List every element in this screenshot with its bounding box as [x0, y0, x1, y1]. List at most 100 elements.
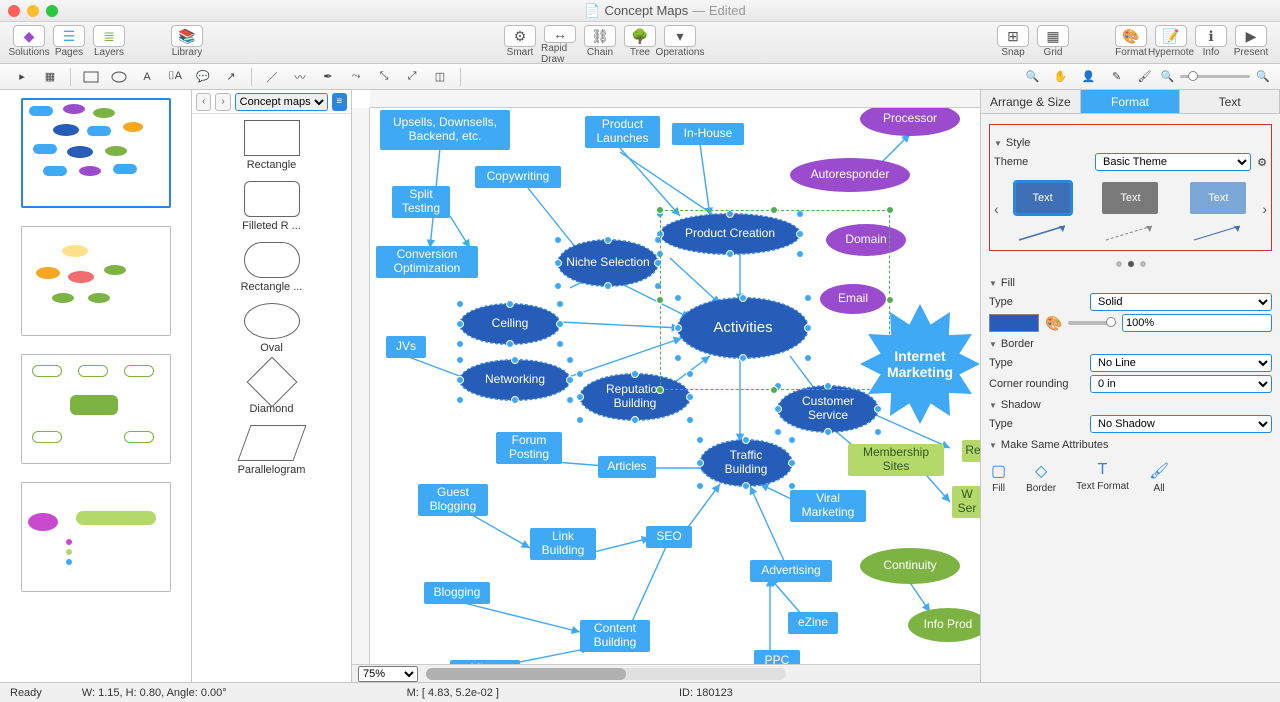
theme-swatch-1[interactable]: Text — [1015, 182, 1071, 214]
zoom-select[interactable]: 75% — [358, 666, 418, 682]
curve-tool-icon[interactable]: 〰 — [288, 67, 312, 87]
node-ppc[interactable]: PPC — [754, 650, 800, 664]
tab-format[interactable]: Format — [1081, 90, 1181, 113]
node-guest-blogging[interactable]: Guest Blogging — [418, 484, 488, 516]
shadow-type-select[interactable]: No Shadow — [1090, 415, 1272, 433]
node-reputation-building[interactable]: Reputation Building — [580, 374, 690, 420]
callout-tool-icon[interactable]: 💬 — [191, 67, 215, 87]
lib-item-oval[interactable]: Oval — [198, 303, 345, 354]
tab-text[interactable]: Text — [1180, 90, 1280, 113]
node-ceiling[interactable]: Ceiling — [460, 304, 560, 344]
theme-select[interactable]: Basic Theme — [1095, 153, 1251, 171]
oval-tool-icon[interactable] — [107, 67, 131, 87]
node-continuity[interactable]: Continuity — [860, 548, 960, 584]
eyedropper-icon[interactable]: ✎ — [1105, 67, 1129, 87]
toolbar-format[interactable]: 🎨Format — [1112, 25, 1150, 61]
pointer-tool-icon[interactable]: ▸ — [10, 67, 34, 87]
node-in-house[interactable]: In-House — [672, 123, 744, 145]
corner-select[interactable]: 0 in — [1090, 375, 1272, 393]
node-niche-selection[interactable]: Niche Selection — [558, 240, 658, 286]
lib-item-rectangle-[interactable]: Rectangle ... — [198, 242, 345, 293]
node-info-prod[interactable]: Info Prod — [908, 608, 980, 642]
node-re[interactable]: Re — [962, 440, 980, 462]
toolbar-library[interactable]: 📚Library — [168, 25, 206, 61]
node-domain[interactable]: Domain — [826, 224, 906, 256]
color-wheel-icon[interactable]: 🎨 — [1045, 315, 1062, 332]
bezier-tool-icon[interactable]: ⤳ — [344, 67, 368, 87]
node-networking[interactable]: Networking — [460, 360, 570, 400]
h-scrollbar[interactable] — [426, 668, 786, 680]
text-tool-icon[interactable]: A — [135, 67, 159, 87]
toolbar-hypernote[interactable]: 📝Hypernote — [1152, 25, 1190, 61]
zoom-tool-icon[interactable]: 🔍 — [1021, 67, 1045, 87]
node-ezine[interactable]: eZine — [788, 612, 838, 634]
node-copywriting[interactable]: Copywriting — [475, 166, 561, 188]
node-internet-marketing[interactable]: Internet Marketing — [860, 304, 980, 424]
connector-tool-icon[interactable]: ⤡ — [372, 67, 396, 87]
zoom-icon[interactable] — [46, 5, 58, 17]
node-articles[interactable]: Articles — [598, 456, 656, 478]
node-link-building[interactable]: Link Building — [530, 528, 596, 560]
same-attr-border[interactable]: ◇Border — [1026, 461, 1056, 494]
theme-next-icon[interactable]: › — [1262, 201, 1267, 217]
lib-item-rectangle[interactable]: Rectangle — [198, 120, 345, 171]
node-product-launches[interactable]: Product Launches — [585, 116, 660, 148]
toolbar-solutions[interactable]: ◆Solutions — [10, 25, 48, 61]
node-forum-posting[interactable]: Forum Posting — [496, 432, 562, 464]
toolbar-snap[interactable]: ⊞Snap — [994, 25, 1032, 61]
page-thumb-1[interactable] — [21, 98, 171, 208]
lib-back-icon[interactable]: ‹ — [196, 93, 211, 111]
marquee-tool-icon[interactable]: ▦ — [38, 67, 62, 87]
gear-icon[interactable]: ⚙ — [1257, 156, 1267, 169]
node-content-building[interactable]: Content Building — [580, 620, 650, 652]
lib-item-diamond[interactable]: Diamond — [198, 364, 345, 415]
zoom-in-icon[interactable]: 🔍 — [1256, 70, 1270, 83]
zoom-slider[interactable]: 🔍 🔍 — [1161, 70, 1270, 83]
lib-item-parallelogram[interactable]: Parallelogram — [198, 425, 345, 476]
page-thumb-2[interactable] — [21, 226, 171, 336]
node-w-ser[interactable]: W Ser — [952, 486, 980, 518]
node-membership-sites[interactable]: Membership Sites — [848, 444, 944, 476]
node-jvs[interactable]: JVs — [386, 336, 426, 358]
arrow-tool-icon[interactable]: ↗ — [219, 67, 243, 87]
library-select[interactable]: Concept maps — [235, 93, 328, 111]
opacity-input[interactable] — [1122, 314, 1272, 332]
toolbar-rapid-draw[interactable]: ↔Rapid Draw — [541, 25, 579, 61]
fill-type-select[interactable]: Solid — [1090, 293, 1272, 311]
fill-color-swatch[interactable] — [989, 314, 1039, 332]
zoom-out-icon[interactable]: 🔍 — [1161, 70, 1175, 83]
toolbar-tree[interactable]: 🌳Tree — [621, 25, 659, 61]
node-product-creation[interactable]: Product Creation — [660, 214, 800, 254]
node-traffic-building[interactable]: Traffic Building — [700, 440, 792, 486]
node-processor[interactable]: Processor — [860, 108, 960, 136]
toolbar-pages[interactable]: ☰Pages — [50, 25, 88, 61]
node-conversion-optimization[interactable]: Conversion Optimization — [376, 246, 478, 278]
smart-connector-icon[interactable]: ⤢ — [400, 67, 424, 87]
toolbar-smart[interactable]: ⚙Smart — [501, 25, 539, 61]
theme-swatch-2[interactable]: Text — [1102, 182, 1158, 214]
node-seo[interactable]: SEO — [646, 526, 692, 548]
border-type-select[interactable]: No Line — [1090, 354, 1272, 372]
textbox-tool-icon[interactable]: ⌷A — [163, 67, 187, 87]
toolbar-layers[interactable]: ≣Layers — [90, 25, 128, 61]
toolbar-info[interactable]: ℹInfo — [1192, 25, 1230, 61]
opacity-slider[interactable] — [1068, 321, 1116, 325]
node-blogging[interactable]: Blogging — [424, 582, 490, 604]
node-viral-marketing[interactable]: Viral Marketing — [790, 490, 866, 522]
canvas[interactable]: Upsells, Downsells, Backend, etc.Product… — [352, 90, 980, 682]
pen-tool-icon[interactable]: ✒ — [316, 67, 340, 87]
same-attr-all[interactable]: 🖌All — [1149, 461, 1169, 494]
crop-tool-icon[interactable]: 👤 — [1077, 67, 1101, 87]
node-activities[interactable]: Activities — [678, 298, 808, 358]
rect-tool-icon[interactable] — [79, 67, 103, 87]
node-split-testing[interactable]: Split Testing — [392, 186, 450, 218]
stamp-tool-icon[interactable]: ◫ — [428, 67, 452, 87]
page-thumb-4[interactable] — [21, 482, 171, 592]
tab-arrange-size[interactable]: Arrange & Size — [981, 90, 1081, 113]
hand-tool-icon[interactable]: ✋ — [1049, 67, 1073, 87]
lib-menu-icon[interactable]: ≡ — [332, 93, 347, 111]
node-advertising[interactable]: Advertising — [750, 560, 832, 582]
line-tool-icon[interactable]: ／ — [260, 67, 284, 87]
same-attr-fill[interactable]: ▢Fill — [991, 461, 1006, 494]
close-icon[interactable] — [8, 5, 20, 17]
